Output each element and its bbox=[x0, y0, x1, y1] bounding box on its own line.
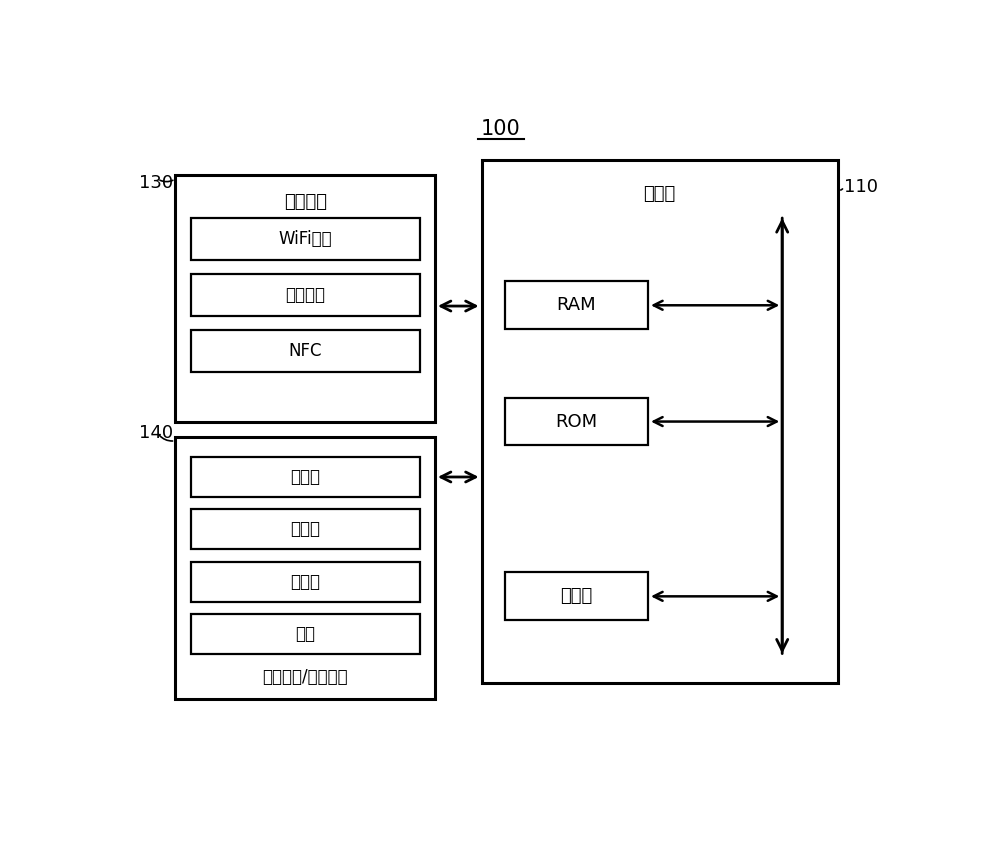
Bar bbox=[175, 175, 435, 422]
Text: 100: 100 bbox=[481, 119, 521, 139]
Bar bbox=[191, 274, 420, 316]
Text: 处理器: 处理器 bbox=[560, 587, 593, 605]
Text: ROM: ROM bbox=[555, 412, 598, 431]
Bar bbox=[505, 572, 648, 620]
Bar bbox=[175, 437, 435, 699]
Text: 用户输入/输出接口: 用户输入/输出接口 bbox=[262, 668, 348, 686]
Bar bbox=[191, 562, 420, 602]
Bar bbox=[505, 281, 648, 329]
Text: 蓝牙模块: 蓝牙模块 bbox=[285, 286, 325, 304]
Text: 按键: 按键 bbox=[295, 625, 315, 643]
Bar bbox=[482, 160, 838, 683]
Text: 110: 110 bbox=[844, 178, 878, 196]
Bar bbox=[191, 509, 420, 549]
Bar bbox=[191, 218, 420, 260]
Bar bbox=[191, 330, 420, 372]
Text: RAM: RAM bbox=[557, 297, 596, 314]
Text: 通信接口: 通信接口 bbox=[284, 193, 327, 211]
Bar bbox=[505, 398, 648, 445]
Text: 触摸板: 触摸板 bbox=[290, 520, 320, 538]
Text: 130: 130 bbox=[139, 174, 173, 192]
Text: 140: 140 bbox=[139, 424, 173, 442]
Text: 麦克风: 麦克风 bbox=[290, 468, 320, 486]
Text: WiFi芯片: WiFi芯片 bbox=[278, 230, 332, 247]
Text: 传感器: 传感器 bbox=[290, 573, 320, 591]
Bar bbox=[191, 614, 420, 654]
Bar bbox=[191, 457, 420, 497]
Text: NFC: NFC bbox=[288, 342, 322, 360]
Text: 控制器: 控制器 bbox=[644, 185, 676, 203]
